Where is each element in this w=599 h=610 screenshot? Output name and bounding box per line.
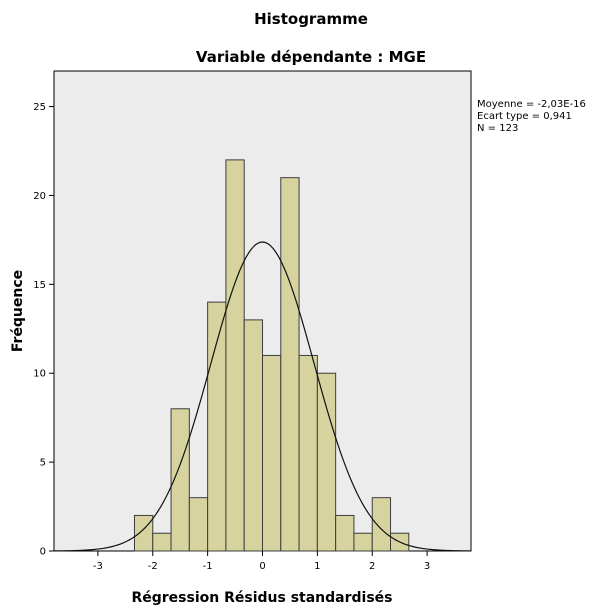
- histogram-bar-9: [280, 177, 300, 552]
- y-axis-label: Fréquence: [10, 270, 26, 352]
- y-tick-label: 0: [40, 547, 46, 558]
- y-tick-label: 20: [33, 191, 46, 202]
- normal-curve: [53, 241, 472, 552]
- x-tick-label: -1: [203, 561, 213, 572]
- histogram-bar-7: [243, 319, 264, 552]
- histogram-bar-2: [152, 532, 172, 552]
- y-tick-label: 15: [33, 280, 46, 291]
- histogram-bar-12: [335, 514, 355, 552]
- x-tick-label: 0: [259, 561, 265, 572]
- x-tick-label: 2: [369, 561, 375, 572]
- chart-subtitle: Variable dépendante : MGE: [196, 48, 426, 66]
- x-tick-label: 3: [424, 561, 430, 572]
- histogram-bar-1: [133, 514, 154, 552]
- stats-sd: Ecart type = 0,941: [477, 111, 572, 122]
- histogram-bar-11: [316, 372, 337, 552]
- histogram-bar-4: [188, 497, 209, 552]
- stats-n: N = 123: [477, 123, 518, 134]
- y-tick-label: 10: [33, 369, 46, 380]
- x-tick-label: 1: [314, 561, 320, 572]
- histogram-bar-5: [207, 301, 227, 552]
- x-axis: -3 -2 -1 0 1 2 3: [93, 551, 430, 572]
- stats-box: Moyenne = -2,03E-16 Ecart type = 0,941 N…: [477, 99, 586, 134]
- histogram-bar-14: [371, 497, 392, 552]
- histogram-bar-8: [262, 354, 282, 552]
- chart-title: Histogramme: [254, 10, 368, 28]
- histogram-bar-3: [170, 408, 190, 552]
- histogram-bar-10: [298, 354, 318, 552]
- x-tick-label: -3: [93, 561, 103, 572]
- y-tick-label: 25: [33, 102, 46, 113]
- histogram-bar-13: [353, 532, 373, 552]
- y-axis: 0 5 10 15 20 25: [33, 102, 54, 558]
- y-tick-label: 5: [40, 458, 46, 469]
- stats-mean: Moyenne = -2,03E-16: [477, 99, 586, 110]
- x-axis-label: Régression Résidus standardisés: [131, 590, 392, 606]
- histogram-bar-6: [225, 159, 245, 552]
- x-tick-label: -2: [148, 561, 158, 572]
